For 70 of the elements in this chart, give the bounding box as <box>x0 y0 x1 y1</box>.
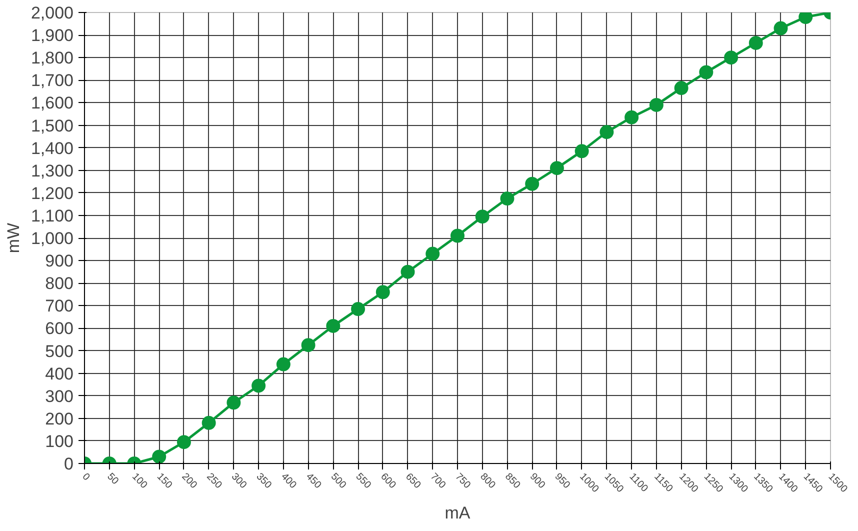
y-tick-label: 800 <box>45 274 74 294</box>
point <box>748 36 763 50</box>
x-tick-label: 0 <box>80 471 92 484</box>
y-tick-label: 700 <box>45 296 74 316</box>
point <box>426 246 440 261</box>
y-tick-label: 1,400 <box>30 138 74 158</box>
y-tick-label: 1,800 <box>30 48 74 68</box>
x-tick-label: 850 <box>502 471 522 492</box>
y-tick-label: 200 <box>45 409 74 428</box>
point <box>202 416 216 430</box>
x-tick-label: 500 <box>328 471 348 492</box>
y-tick-label: 1,300 <box>30 161 74 180</box>
point <box>400 264 415 279</box>
y-axis-title: mW <box>4 222 23 254</box>
point <box>724 50 738 65</box>
point <box>450 228 464 243</box>
x-tick-label: 150 <box>154 471 174 492</box>
x-tick-label: 50 <box>104 471 121 488</box>
y-tick-label: 900 <box>45 252 74 271</box>
x-tick-label: 300 <box>229 471 249 492</box>
point <box>624 110 639 124</box>
y-tick-label: 500 <box>45 342 74 361</box>
x-tick-label: 800 <box>478 471 498 492</box>
x-tick-label: 350 <box>254 471 274 492</box>
point <box>699 65 714 80</box>
y-tick-label: 1,100 <box>30 206 74 226</box>
point <box>798 12 813 24</box>
x-tick-label: 550 <box>353 471 374 492</box>
y-tick-label: 1,700 <box>30 71 74 90</box>
x-tick-label: 700 <box>428 471 448 492</box>
point <box>649 98 664 112</box>
x-tick-label: 200 <box>179 471 200 492</box>
x-tick-label: 250 <box>204 471 224 492</box>
y-tick-label: 1,900 <box>30 26 74 46</box>
point <box>550 161 564 176</box>
x-tick-label: 400 <box>278 471 299 492</box>
point <box>276 357 290 372</box>
point <box>351 302 366 316</box>
y-tick-label: 1,600 <box>30 94 74 113</box>
x-tick-label: 450 <box>304 471 324 492</box>
point <box>525 176 540 191</box>
y-tick-label: 1,200 <box>30 184 74 203</box>
y-tick-label: 300 <box>45 386 74 406</box>
point <box>301 338 316 352</box>
x-tick-label: 900 <box>527 471 548 492</box>
point <box>574 144 589 158</box>
point <box>226 396 241 410</box>
x-tick-label: 750 <box>452 471 473 492</box>
point <box>176 435 191 450</box>
y-tick-label: 1,000 <box>30 229 74 248</box>
y-tick-label: 100 <box>45 432 74 451</box>
point <box>774 21 788 36</box>
y-tick-label: 400 <box>45 364 74 384</box>
point <box>152 450 166 464</box>
x-tick-label: 100 <box>130 471 150 492</box>
y-tick-label: 2,000 <box>30 4 74 22</box>
point <box>326 318 340 333</box>
x-tick-label: 950 <box>552 471 572 492</box>
x-axis-title: mA <box>444 503 471 522</box>
x-tick-label: 600 <box>378 471 398 492</box>
point <box>376 285 390 300</box>
y-tick-label: 600 <box>45 319 74 338</box>
point <box>500 192 514 206</box>
point <box>475 210 490 224</box>
point <box>674 81 688 96</box>
y-tick-label: 1,500 <box>30 116 74 136</box>
point <box>252 378 266 393</box>
point <box>600 125 614 139</box>
x-tick-label: 650 <box>403 471 423 492</box>
y-tick-label: 0 <box>64 454 74 474</box>
